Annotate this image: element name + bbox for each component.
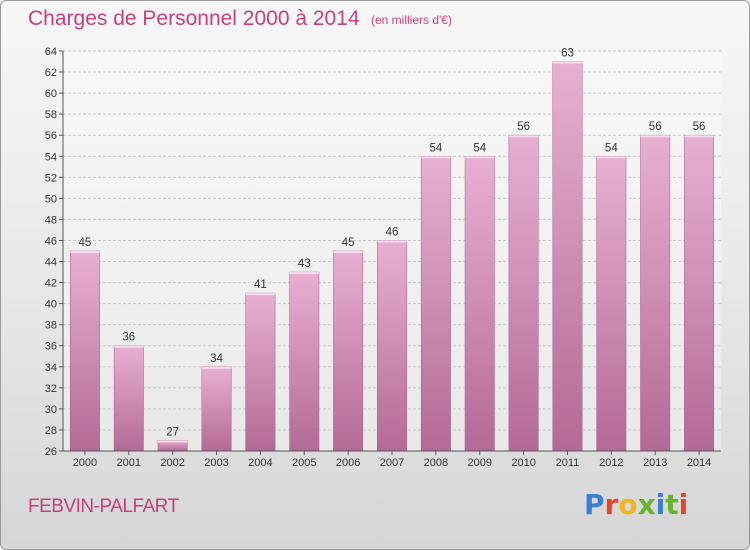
y-tick-label: 28 bbox=[45, 425, 57, 437]
y-tick-label: 32 bbox=[45, 383, 57, 395]
y-tick-label: 46 bbox=[45, 235, 57, 247]
y-tick-label: 34 bbox=[45, 362, 57, 374]
bar-highlight bbox=[70, 251, 100, 253]
bar bbox=[245, 292, 276, 452]
bar-highlight bbox=[114, 345, 144, 348]
y-tick-label: 42 bbox=[45, 278, 57, 290]
chart-subtitle: (en milliers d'€) bbox=[371, 13, 452, 27]
data-label: 45 bbox=[342, 237, 355, 249]
data-label: 56 bbox=[517, 121, 530, 133]
bar bbox=[552, 61, 583, 452]
data-label: 56 bbox=[693, 121, 706, 133]
chart-title: Charges de Personnel 2000 à 2014 bbox=[28, 7, 360, 30]
x-tick-label: 2002 bbox=[160, 457, 184, 469]
x-tick-label: 2005 bbox=[292, 457, 316, 469]
x-tick-label: 2010 bbox=[511, 457, 535, 469]
logo-letter: o bbox=[618, 488, 638, 521]
bar-highlight bbox=[333, 251, 363, 253]
data-label: 46 bbox=[386, 226, 399, 238]
bar bbox=[420, 156, 451, 452]
y-tick-label: 40 bbox=[45, 299, 57, 311]
bar-highlight bbox=[421, 156, 451, 159]
y-tick-label: 36 bbox=[45, 341, 57, 353]
x-tick-label: 2008 bbox=[424, 457, 448, 469]
data-label: 54 bbox=[605, 142, 618, 154]
y-tick-label: 62 bbox=[45, 67, 57, 79]
logo-letter: t bbox=[665, 488, 679, 521]
x-tick-label: 2001 bbox=[117, 457, 141, 469]
y-tick-label: 54 bbox=[45, 151, 57, 163]
y-axis: 26 28 30 32 34 36 38 40 42 44 46 48 50 52 54 56 58 60 62 64 bbox=[45, 46, 64, 458]
x-tick-label: 2013 bbox=[643, 457, 667, 469]
x-tick-label: 2006 bbox=[336, 457, 360, 469]
bar-highlight bbox=[552, 61, 583, 64]
data-label: 36 bbox=[122, 332, 135, 344]
y-tick-label: 44 bbox=[45, 257, 57, 269]
y-tick-label: 30 bbox=[45, 404, 57, 416]
bar-highlight bbox=[157, 440, 188, 443]
data-label: 45 bbox=[79, 237, 92, 249]
proxiti-logo: Proxiti bbox=[584, 488, 688, 521]
commune-name: FEBVIN-PALFART bbox=[28, 496, 179, 517]
x-tick-label: 2007 bbox=[380, 457, 404, 469]
bar bbox=[201, 366, 232, 452]
bar-highlight bbox=[289, 272, 319, 275]
y-tick-label: 26 bbox=[45, 446, 57, 458]
y-tick-label: 60 bbox=[45, 88, 57, 100]
bar bbox=[464, 156, 495, 452]
bar bbox=[333, 250, 364, 452]
bar-highlight bbox=[684, 135, 714, 138]
bar-highlight bbox=[508, 135, 539, 138]
bar-highlight bbox=[245, 293, 276, 296]
y-tick-label: 58 bbox=[45, 109, 57, 121]
bar-highlight bbox=[377, 240, 407, 243]
bar bbox=[684, 134, 715, 452]
y-tick-label: 56 bbox=[45, 130, 57, 142]
x-tick-label: 2009 bbox=[467, 457, 491, 469]
bar-highlight bbox=[465, 156, 495, 159]
bar-highlight bbox=[201, 366, 232, 369]
data-label: 27 bbox=[166, 426, 179, 438]
data-label: 41 bbox=[254, 279, 267, 291]
bars: 45 36 27 34 41 43 45 46 54 54 56 63 54 56 56 bbox=[69, 48, 715, 452]
data-label: 43 bbox=[298, 258, 311, 270]
y-tick-label: 64 bbox=[45, 46, 57, 58]
data-label: 63 bbox=[561, 48, 574, 60]
data-label: 54 bbox=[429, 142, 442, 154]
x-tick-label: 2003 bbox=[204, 457, 228, 469]
x-tick-label: 2004 bbox=[248, 457, 272, 469]
x-tick-label: 2011 bbox=[556, 457, 580, 469]
x-tick-label: 2012 bbox=[599, 457, 623, 469]
x-tick-label: 2014 bbox=[687, 457, 711, 469]
bar bbox=[508, 134, 539, 452]
bar-highlight bbox=[640, 135, 670, 138]
bar bbox=[596, 156, 627, 452]
bar bbox=[69, 250, 100, 452]
logo-letter: i bbox=[655, 488, 666, 521]
bar bbox=[113, 345, 144, 452]
logo-letter: r bbox=[604, 488, 619, 521]
data-label: 56 bbox=[649, 121, 662, 133]
y-tick-label: 52 bbox=[45, 172, 57, 184]
bar-highlight bbox=[596, 156, 627, 159]
data-label: 34 bbox=[210, 353, 223, 365]
x-axis: 2000 2001 2002 2003 2004 2005 2006 2007 2008 2009… bbox=[63, 450, 721, 469]
data-label: 54 bbox=[473, 142, 486, 154]
logo-letter: P bbox=[584, 488, 605, 521]
bar bbox=[377, 240, 407, 452]
x-tick-label: 2000 bbox=[73, 457, 97, 469]
logo-letter: x bbox=[637, 488, 656, 521]
logo-letter: i bbox=[678, 488, 689, 521]
bar bbox=[640, 134, 671, 452]
bar bbox=[289, 271, 320, 452]
y-tick-label: 38 bbox=[45, 320, 57, 332]
y-tick-label: 48 bbox=[45, 214, 57, 226]
y-tick-label: 50 bbox=[45, 193, 57, 205]
